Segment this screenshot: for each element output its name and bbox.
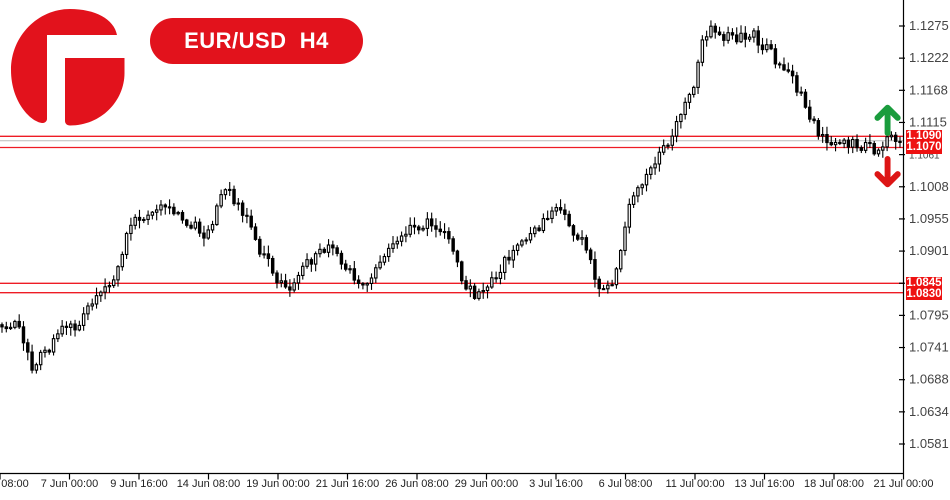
svg-text:14 Jun 08:00: 14 Jun 08:00: [177, 478, 241, 490]
svg-text:7 Jun 00:00: 7 Jun 00:00: [41, 478, 99, 490]
svg-text:29 Jun 00:00: 29 Jun 00:00: [455, 478, 519, 490]
svg-text:26 Jun 08:00: 26 Jun 08:00: [385, 478, 449, 490]
svg-text:1.1008: 1.1008: [909, 179, 949, 194]
svg-text:19 Jun 00:00: 19 Jun 00:00: [246, 478, 310, 490]
svg-text:1.1275: 1.1275: [909, 18, 949, 33]
svg-text:6 Jul 08:00: 6 Jul 08:00: [599, 478, 653, 490]
svg-text:1.1115: 1.1115: [909, 114, 947, 129]
svg-text:1.1222: 1.1222: [909, 50, 949, 65]
svg-text:1.1168: 1.1168: [909, 82, 948, 97]
svg-text:21 Jul 00:00: 21 Jul 00:00: [874, 478, 934, 490]
svg-text:13 Jul 16:00: 13 Jul 16:00: [735, 478, 795, 490]
svg-text:18 Jul 08:00: 18 Jul 08:00: [804, 478, 864, 490]
svg-text:1.0955: 1.0955: [909, 211, 949, 226]
svg-text:5 Jun 08:00: 5 Jun 08:00: [0, 478, 29, 490]
svg-text:11 Jul 00:00: 11 Jul 00:00: [665, 478, 724, 490]
svg-text:21 Jun 16:00: 21 Jun 16:00: [316, 478, 380, 490]
svg-text:1.0795: 1.0795: [909, 307, 949, 322]
svg-text:9 Jun 16:00: 9 Jun 16:00: [110, 478, 168, 490]
svg-text:1.0901: 1.0901: [909, 243, 949, 258]
svg-text:1.0688: 1.0688: [909, 372, 949, 387]
svg-text:1.0741: 1.0741: [909, 340, 949, 355]
svg-text:1.0634: 1.0634: [909, 404, 949, 419]
svg-text:1.0581: 1.0581: [909, 436, 949, 451]
svg-text:3 Jul 16:00: 3 Jul 16:00: [529, 478, 583, 490]
